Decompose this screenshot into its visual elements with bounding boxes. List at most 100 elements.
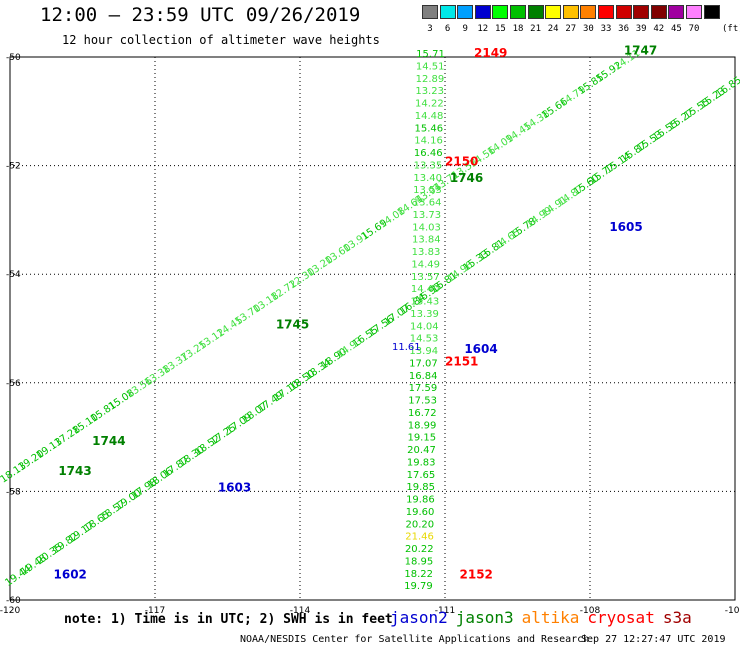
wave-height-reading: 19.83 bbox=[407, 457, 436, 468]
legend-bin-label: 30 bbox=[582, 24, 594, 34]
wave-height-reading: 21.46 bbox=[405, 532, 434, 543]
wave-height-reading: 14.22 bbox=[415, 99, 444, 110]
pass-id-label: 1745 bbox=[276, 318, 309, 332]
legend-swatch bbox=[492, 5, 509, 19]
latitude-tick-label: -50 bbox=[6, 53, 21, 63]
pass-id-label: 1743 bbox=[58, 464, 91, 478]
legend-bin-label: 39 bbox=[635, 24, 647, 34]
map-title: 12:00 – 23:59 UTC 09/26/2019 bbox=[40, 4, 361, 26]
legend-bin-label: 36 bbox=[618, 24, 630, 34]
pass-id-label: 2151 bbox=[445, 354, 478, 368]
legend-swatch bbox=[650, 5, 667, 19]
satellite-jason2: jason2 bbox=[390, 608, 448, 627]
map-frame bbox=[9, 56, 736, 601]
wave-height-reading: 14.48 bbox=[415, 111, 444, 122]
wave-height-reading: 12.89 bbox=[416, 74, 445, 85]
legend-swatch bbox=[686, 5, 702, 19]
pass-id-label: 2152 bbox=[460, 567, 493, 581]
pass-id-label: 1746 bbox=[450, 171, 483, 185]
wave-height-reading: 17.65 bbox=[407, 470, 436, 481]
legend-bin-label: 70 bbox=[688, 24, 700, 34]
wave-height-reading: 19.86 bbox=[406, 495, 435, 506]
wave-height-reading: 13.84 bbox=[412, 235, 441, 246]
satellite-legend: jason2 jason3 altika cryosat s3a bbox=[390, 608, 700, 627]
wave-height-reading: 14.04 bbox=[410, 321, 439, 332]
wave-height-reading: 13.43 bbox=[411, 297, 440, 308]
legend-swatch bbox=[439, 5, 456, 19]
wave-height-reading: 17.59 bbox=[409, 383, 438, 394]
pass-id-label: 1603 bbox=[218, 480, 251, 494]
wave-height-reading: 15.46 bbox=[414, 123, 443, 134]
satellite-altika: altika bbox=[521, 608, 580, 627]
legend-bin-label: 9 bbox=[462, 24, 468, 34]
legend-bin-label: 3 bbox=[427, 24, 433, 34]
legend-bin-label: 45 bbox=[670, 24, 682, 34]
longitude-tick-label: -111 bbox=[435, 606, 455, 616]
wave-height-reading: 19.60 bbox=[406, 507, 435, 518]
wave-height-reading: 16.84 bbox=[409, 371, 438, 382]
wave-height-reading: 14.51 bbox=[416, 61, 445, 72]
wave-height-reading: 18.22 bbox=[404, 569, 433, 580]
wave-height-reading: 16.85 bbox=[714, 75, 740, 100]
latitude-tick-label: -58 bbox=[6, 487, 21, 497]
wave-height-reading: 18.99 bbox=[408, 420, 437, 431]
legend-swatch bbox=[545, 5, 562, 19]
legend-swatch bbox=[633, 5, 650, 19]
pass-id-label: 1605 bbox=[609, 220, 642, 234]
pass-id-label: 2150 bbox=[445, 155, 478, 169]
wave-height-reading: 13.39 bbox=[410, 309, 439, 320]
wave-height-reading: 16.72 bbox=[408, 408, 437, 419]
wave-height-reading: 13.73 bbox=[413, 210, 442, 221]
legend-bin-label: 24 bbox=[547, 24, 559, 34]
legend-swatch bbox=[422, 5, 438, 19]
legend-bin-label: 15 bbox=[494, 24, 506, 34]
wave-height-reading: 13.23 bbox=[415, 86, 444, 97]
longitude-tick-label: -108 bbox=[580, 606, 601, 616]
wave-height-reading: 16.46 bbox=[414, 148, 443, 159]
legend-bin-label: 6 bbox=[444, 24, 451, 34]
wave-height-reading: 14.49 bbox=[411, 259, 440, 270]
legend-bin-label: 21 bbox=[530, 24, 542, 34]
wave-height-reading: 17.53 bbox=[408, 396, 437, 407]
latitude-tick-label: -52 bbox=[6, 162, 21, 172]
wave-height-reading: 20.20 bbox=[406, 519, 435, 530]
map-subtitle: 12 hour collection of altimeter wave hei… bbox=[62, 33, 380, 47]
longitude-tick-label: -105 bbox=[725, 606, 740, 616]
legend-bin-label: 18 bbox=[512, 24, 524, 34]
footer-organization: NOAA/NESDIS Center for Satellite Applica… bbox=[240, 634, 590, 645]
legend-unit-label: (ft) bbox=[722, 24, 740, 34]
wave-height-reading: 14.53 bbox=[410, 334, 439, 345]
wave-height-reading: 13.83 bbox=[412, 247, 441, 258]
legend-swatch bbox=[615, 5, 632, 19]
satellite-jason3: jason3 bbox=[455, 608, 514, 627]
wave-height-reading: 13.64 bbox=[413, 198, 442, 209]
wave-height-reading: 19.79 bbox=[404, 581, 433, 592]
satellite-cryosat: cryosat bbox=[587, 608, 655, 627]
legend-bin-label: 33 bbox=[600, 24, 612, 34]
wave-height-reading: 13.94 bbox=[409, 346, 438, 357]
latitude-tick-label: -56 bbox=[6, 379, 21, 389]
wave-height-reading: 14.40 bbox=[411, 284, 440, 295]
wave-height-reading: 18.95 bbox=[405, 556, 434, 567]
wave-height-reading: 13.40 bbox=[413, 173, 442, 184]
wave-height-reading: 20.22 bbox=[405, 544, 434, 555]
wave-height-reading: 14.03 bbox=[412, 222, 441, 233]
latitude-tick-label: -60 bbox=[6, 596, 21, 606]
legend-swatch bbox=[510, 5, 526, 19]
wave-height-reading: 19.15 bbox=[407, 433, 436, 444]
wave-height-reading: 17.07 bbox=[409, 358, 438, 369]
legend-swatch bbox=[474, 5, 491, 19]
wave-height-reading: 13.53 bbox=[413, 185, 442, 196]
wave-height-reading: 20.47 bbox=[407, 445, 436, 456]
wave-height-reading: 19.85 bbox=[406, 482, 435, 493]
pass-id-label: 1744 bbox=[92, 434, 125, 448]
wave-height-reading: 13.57 bbox=[411, 272, 440, 283]
wave-height-reading: 14.16 bbox=[414, 136, 443, 147]
legend-swatch bbox=[562, 5, 579, 19]
legend-bin-label: 12 bbox=[477, 24, 489, 34]
satellite-s3a: s3a bbox=[662, 608, 692, 627]
pass-id-label: 1602 bbox=[54, 567, 87, 581]
pass-id-label: 1747 bbox=[624, 43, 657, 57]
legend-bin-label: 42 bbox=[653, 24, 665, 34]
